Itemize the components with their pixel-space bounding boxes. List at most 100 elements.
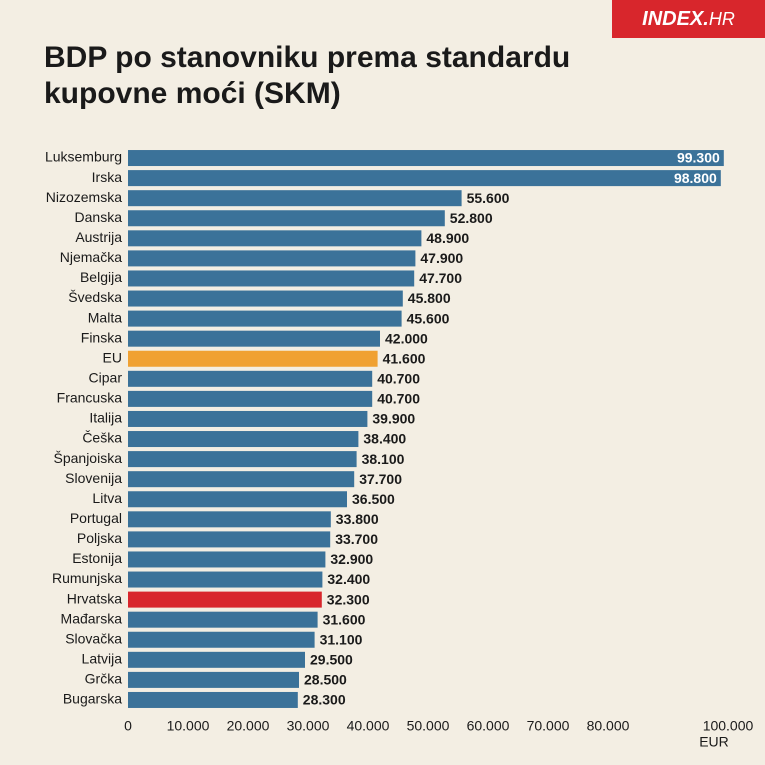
brand-suffix: HR xyxy=(708,8,735,29)
x-tick-label: 100.000 xyxy=(703,718,754,734)
category-label: Češka xyxy=(82,430,122,446)
x-unit: EUR xyxy=(699,734,729,750)
bar xyxy=(128,451,357,468)
bar xyxy=(128,410,368,427)
value-label: 40.700 xyxy=(377,371,420,387)
value-label: 32.300 xyxy=(327,591,370,607)
value-label: 42.000 xyxy=(385,330,428,346)
bar xyxy=(128,491,347,508)
bar xyxy=(128,591,322,608)
bar xyxy=(128,350,378,367)
category-label: Cipar xyxy=(89,370,123,386)
x-tick-label: 20.000 xyxy=(227,718,270,734)
value-label: 31.100 xyxy=(320,631,363,647)
category-label: Poljska xyxy=(77,530,122,546)
bar xyxy=(128,170,721,187)
x-tick-label: 50.000 xyxy=(407,718,450,734)
bar xyxy=(128,671,299,688)
value-label: 45.600 xyxy=(407,310,450,326)
bar xyxy=(128,390,373,407)
x-tick-label: 10.000 xyxy=(167,718,210,734)
bar xyxy=(128,370,373,387)
value-label: 28.500 xyxy=(304,672,347,688)
value-label: 52.800 xyxy=(450,210,493,226)
value-label: 47.700 xyxy=(419,270,462,286)
bar xyxy=(128,631,315,648)
value-label: 33.700 xyxy=(335,531,378,547)
value-label: 48.900 xyxy=(426,230,469,246)
bar xyxy=(128,190,462,207)
category-label: Slovenija xyxy=(65,470,122,486)
value-label: 38.100 xyxy=(362,451,405,467)
value-label: 98.800 xyxy=(674,170,717,186)
bar xyxy=(128,551,326,568)
category-label: EU xyxy=(103,349,122,365)
category-label: Njemačka xyxy=(60,249,122,265)
chart-title: BDP po stanovniku prema standardu kupovn… xyxy=(44,41,571,110)
category-label: Litva xyxy=(92,490,122,506)
value-label: 40.700 xyxy=(377,391,420,407)
x-tick-label: 0 xyxy=(124,718,132,734)
value-label: 55.600 xyxy=(467,190,510,206)
category-label: Mađarska xyxy=(61,610,123,626)
category-label: Estonija xyxy=(72,550,122,566)
bar xyxy=(128,691,298,708)
x-tick-label: 60.000 xyxy=(467,718,510,734)
value-label: 33.800 xyxy=(336,511,379,527)
category-label: Portugal xyxy=(70,510,122,526)
x-tick-label: 40.000 xyxy=(347,718,390,734)
category-label: Švedska xyxy=(68,289,122,305)
bar xyxy=(128,471,355,488)
category-label: Italija xyxy=(89,410,122,426)
bar xyxy=(128,250,416,267)
category-label: Irska xyxy=(92,169,123,185)
x-tick-label: 30.000 xyxy=(287,718,330,734)
value-label: 45.800 xyxy=(408,290,451,306)
bar xyxy=(128,651,305,668)
category-label: Nizozemska xyxy=(46,189,122,205)
category-label: Rumunjska xyxy=(52,570,122,586)
category-label: Latvija xyxy=(82,651,123,667)
bar xyxy=(128,511,331,528)
bar xyxy=(128,310,402,327)
value-label: 28.300 xyxy=(303,692,346,708)
value-label: 99.300 xyxy=(677,150,720,166)
bar xyxy=(128,290,403,307)
bar xyxy=(128,230,422,247)
value-label: 36.500 xyxy=(352,491,395,507)
x-tick-label: 80.000 xyxy=(587,718,630,734)
value-label: 37.700 xyxy=(359,471,402,487)
bar xyxy=(128,330,380,347)
category-label: Španjoiska xyxy=(54,450,123,466)
category-label: Grčka xyxy=(85,671,123,687)
logo: INDEX. HR xyxy=(612,0,765,38)
category-label: Malta xyxy=(88,309,122,325)
value-label: 29.500 xyxy=(310,652,353,668)
bar xyxy=(128,611,318,628)
category-label: Bugarska xyxy=(63,691,122,707)
category-label: Hrvatska xyxy=(67,590,122,606)
value-label: 32.900 xyxy=(330,551,373,567)
value-label: 32.400 xyxy=(327,571,370,587)
value-label: 39.900 xyxy=(372,411,415,427)
bar xyxy=(128,150,724,167)
bar xyxy=(128,431,359,448)
bar xyxy=(128,270,415,287)
category-label: Finska xyxy=(81,329,122,345)
category-label: Francuska xyxy=(57,390,123,406)
value-label: 38.400 xyxy=(363,431,406,447)
category-label: Belgija xyxy=(80,269,122,285)
brand-main: INDEX xyxy=(642,7,704,30)
category-label: Slovačka xyxy=(65,630,122,646)
bar xyxy=(128,571,323,588)
category-label: Austrija xyxy=(75,229,122,245)
bar xyxy=(128,531,331,548)
category-label: Luksemburg xyxy=(45,149,122,165)
x-tick-label: 70.000 xyxy=(527,718,570,734)
value-label: 41.600 xyxy=(383,350,426,366)
category-label: Danska xyxy=(75,209,123,225)
value-label: 47.900 xyxy=(420,250,463,266)
bar xyxy=(128,210,445,227)
